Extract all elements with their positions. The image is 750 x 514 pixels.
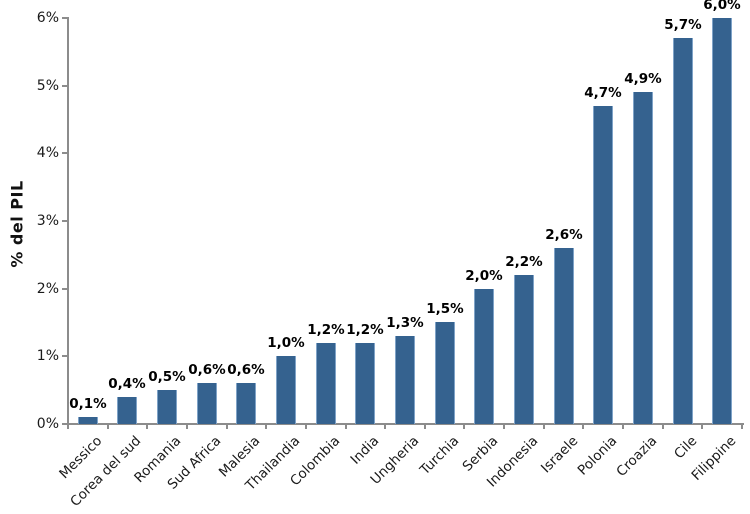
y-axis-tick bbox=[62, 220, 68, 222]
x-axis-tick bbox=[106, 424, 109, 429]
x-axis-tick bbox=[67, 424, 69, 429]
bar bbox=[157, 390, 177, 424]
x-axis-tick bbox=[344, 424, 347, 429]
bar bbox=[593, 106, 613, 424]
x-axis-tick bbox=[701, 424, 704, 429]
bar bbox=[117, 397, 137, 424]
x-axis-tick bbox=[661, 424, 664, 429]
y-axis-tick-label: 3% bbox=[36, 213, 59, 229]
bar-value-label: 0,6% bbox=[227, 362, 265, 378]
x-axis-tick bbox=[225, 424, 228, 429]
y-axis-tick bbox=[62, 17, 68, 19]
bar bbox=[276, 356, 296, 424]
bar bbox=[514, 275, 534, 424]
bar-value-label: 5,7% bbox=[664, 17, 702, 33]
x-axis-tick bbox=[304, 424, 307, 429]
bar bbox=[633, 92, 653, 424]
category-label: Messico bbox=[56, 433, 106, 483]
x-axis-line bbox=[67, 423, 744, 425]
bar-value-label: 1,3% bbox=[386, 315, 424, 331]
x-axis-tick bbox=[384, 424, 387, 429]
bar-value-label: 0,5% bbox=[148, 369, 186, 385]
y-axis-tick-label: 1% bbox=[36, 348, 59, 365]
bar bbox=[474, 289, 494, 424]
x-axis-tick bbox=[463, 424, 466, 429]
x-axis-tick bbox=[265, 424, 268, 429]
y-axis-tick-label: 5% bbox=[36, 77, 59, 94]
y-axis-tick-label: 0% bbox=[36, 416, 59, 432]
y-axis-tick bbox=[62, 84, 68, 87]
bar bbox=[673, 38, 693, 424]
x-axis-tick bbox=[503, 424, 506, 429]
bar bbox=[554, 248, 574, 424]
y-axis-tick bbox=[62, 287, 68, 290]
bar-value-label: 1,0% bbox=[267, 335, 305, 351]
bar bbox=[435, 322, 455, 424]
bar-value-label: 0,6% bbox=[188, 362, 226, 378]
bar-value-label: 2,2% bbox=[505, 254, 543, 270]
bar-value-label: 6,0% bbox=[703, 0, 741, 13]
y-axis-tick bbox=[62, 423, 68, 425]
bar bbox=[236, 383, 256, 424]
y-axis-line bbox=[67, 17, 69, 424]
bar bbox=[395, 336, 415, 424]
bar bbox=[316, 343, 336, 424]
bar bbox=[78, 417, 98, 424]
bar bbox=[355, 343, 375, 424]
y-axis-tick-label: 2% bbox=[36, 280, 59, 297]
y-axis-tick-label: 6% bbox=[36, 10, 59, 26]
bar bbox=[712, 18, 732, 424]
bar-value-label: 0,1% bbox=[69, 396, 107, 412]
bar-value-label: 1,2% bbox=[307, 322, 345, 338]
y-axis-tick bbox=[62, 152, 68, 155]
x-axis-tick bbox=[146, 424, 149, 429]
bar-value-label: 2,6% bbox=[545, 227, 583, 243]
bar-value-label: 0,4% bbox=[108, 376, 146, 392]
bar bbox=[197, 383, 217, 424]
x-axis-tick bbox=[582, 424, 585, 429]
x-axis-tick bbox=[741, 424, 743, 429]
y-axis-tick bbox=[62, 355, 68, 358]
y-axis-tick-label: 4% bbox=[36, 145, 59, 162]
x-axis-tick bbox=[622, 424, 625, 429]
bar-value-label: 1,2% bbox=[346, 322, 384, 338]
bar-value-label: 4,9% bbox=[624, 71, 662, 87]
bar-value-label: 1,5% bbox=[426, 301, 464, 317]
x-axis-tick bbox=[423, 424, 426, 429]
x-axis-tick bbox=[185, 424, 188, 429]
bar-value-label: 4,7% bbox=[584, 85, 622, 101]
x-axis-tick bbox=[542, 424, 545, 429]
bar-value-label: 2,0% bbox=[465, 268, 503, 284]
